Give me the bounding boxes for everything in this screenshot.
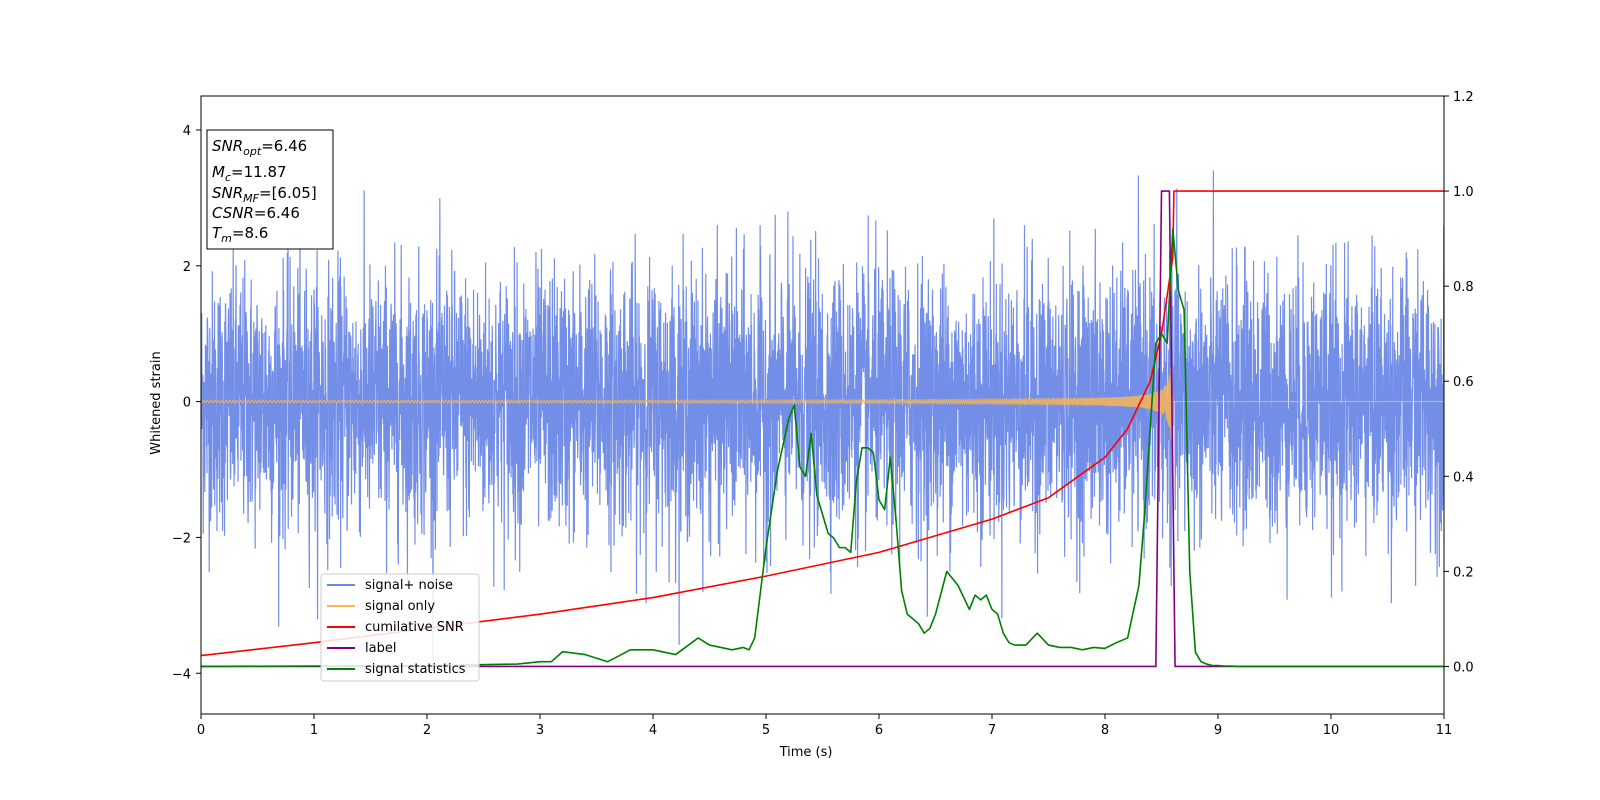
x-axis-label: Time (s) bbox=[779, 745, 833, 760]
legend-item-label: label bbox=[327, 641, 396, 656]
info-csnr: CSNR=6.46 bbox=[212, 204, 300, 222]
legend-label-signal-statistics: signal statistics bbox=[365, 662, 466, 677]
y2-tick-label: 0.6 bbox=[1453, 375, 1474, 390]
legend-label-cumulative-snr: cumilative SNR bbox=[365, 620, 464, 635]
y2-tick-label: 0.0 bbox=[1453, 660, 1474, 675]
info-mc-main: M bbox=[212, 163, 225, 181]
x-tick-label: 10 bbox=[1323, 723, 1340, 738]
series-signal-statistics bbox=[201, 228, 1444, 668]
info-snr-mf-sub: MF bbox=[243, 192, 259, 205]
legend-label-signal-noise: signal+ noise bbox=[365, 578, 453, 593]
info-tm-main: T bbox=[212, 224, 223, 242]
info-snr-opt: SNRopt=6.46 bbox=[212, 137, 307, 158]
series-group bbox=[201, 170, 1444, 668]
y-tick-label: −4 bbox=[172, 667, 191, 682]
info-tm: Tm=8.6 bbox=[212, 224, 268, 245]
info-csnr-value: =6.46 bbox=[254, 204, 300, 222]
y-tick-label: 4 bbox=[183, 124, 191, 139]
info-box: SNRopt=6.46 Mc=11.87 SNRMF=[6.05] CSNR=6… bbox=[206, 129, 334, 250]
x-tick-label: 3 bbox=[536, 723, 544, 738]
y2-tick-label: 0.4 bbox=[1453, 470, 1474, 485]
info-csnr-main: CSNR bbox=[212, 204, 254, 222]
x-tick-label: 0 bbox=[197, 723, 205, 738]
info-snr-opt-main: SNR bbox=[212, 137, 243, 155]
y-tick-label: 2 bbox=[183, 260, 191, 275]
info-mc: Mc=11.87 bbox=[212, 163, 287, 184]
legend-item-signal-only: signal only bbox=[327, 599, 435, 614]
info-tm-value: =8.6 bbox=[232, 224, 268, 242]
x-tick-label: 6 bbox=[875, 723, 883, 738]
y-tick-label: 0 bbox=[183, 396, 191, 411]
y2-tick-label: 1.0 bbox=[1453, 185, 1474, 200]
x-tick-label: 9 bbox=[1214, 723, 1222, 738]
series-signal-only bbox=[201, 367, 1444, 440]
x-tick-label: 4 bbox=[649, 723, 657, 738]
axes: 0 1 2 3 4 5 6 7 8 9 10 11 4 2 0 −2 −4 1.2 1.0 0.8 0.6 0.4 0.2 0… bbox=[172, 90, 1474, 738]
legend-box bbox=[320, 573, 480, 682]
plot-frame bbox=[200, 95, 1445, 715]
x-tick-label: 5 bbox=[762, 723, 770, 738]
info-snr-opt-value: =6.46 bbox=[261, 137, 307, 155]
info-tm-sub: m bbox=[221, 232, 232, 245]
series-cumulative-snr bbox=[201, 190, 1444, 657]
legend-item-signal-noise: signal+ noise bbox=[327, 578, 453, 593]
info-mc-sub: c bbox=[225, 171, 231, 184]
x-tick-label: 7 bbox=[988, 723, 996, 738]
y2-tick-label: 1.2 bbox=[1453, 90, 1474, 105]
y-axis-label: Whitened strain bbox=[149, 351, 164, 454]
legend-label-signal-only: signal only bbox=[365, 599, 435, 614]
y-tick-label: −2 bbox=[172, 531, 191, 546]
legend-item-signal-statistics: signal statistics bbox=[327, 662, 466, 677]
legend-label-label: label bbox=[365, 641, 396, 656]
series-signal-noise bbox=[201, 170, 1444, 661]
info-snr-opt-sub: opt bbox=[243, 145, 262, 158]
info-snr-mf-main: SNR bbox=[212, 184, 243, 202]
info-mc-value: =11.87 bbox=[231, 163, 287, 181]
legend: signal+ noise signal only cumilative SNR… bbox=[320, 573, 480, 682]
plot-area bbox=[201, 170, 1444, 668]
info-snr-mf-value: =[6.05] bbox=[259, 184, 317, 202]
x-tick-label: 1 bbox=[310, 723, 318, 738]
y2-tick-label: 0.8 bbox=[1453, 280, 1474, 295]
legend-item-cumulative-snr: cumilative SNR bbox=[327, 620, 464, 635]
x-tick-label: 8 bbox=[1101, 723, 1109, 738]
y2-tick-label: 0.2 bbox=[1453, 565, 1474, 580]
info-snr-mf: SNRMF=[6.05] bbox=[212, 184, 317, 205]
x-tick-label: 2 bbox=[423, 723, 431, 738]
x-tick-label: 11 bbox=[1436, 723, 1453, 738]
